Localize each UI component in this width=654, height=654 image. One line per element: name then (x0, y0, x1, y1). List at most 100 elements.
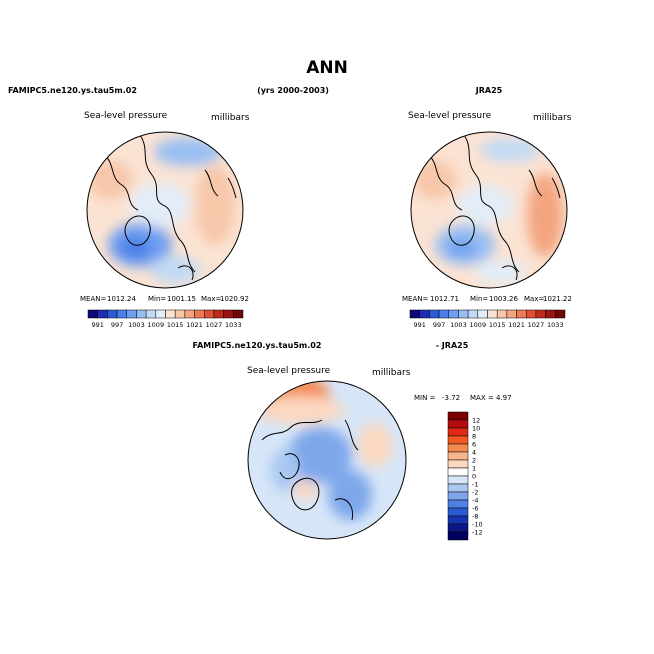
panel1-colorbar-box (136, 309, 147, 319)
panel2-units-label: millibars (533, 113, 572, 123)
panel1-colorbar-box (107, 309, 118, 319)
panel1-field-label: Sea-level pressure (84, 111, 168, 121)
panel2-colorbar-box (526, 309, 537, 319)
panel1-colorbar-tick-label: 991 (91, 321, 103, 329)
panel3-map (248, 381, 406, 539)
panel3-units-label: millibars (372, 368, 411, 378)
panel2-colorbar-box (487, 309, 498, 319)
panel1-mean-label: MEAN= (80, 295, 106, 303)
panel2-colorbar-box (438, 309, 449, 319)
panel1-colorbar-tick-label: 1027 (206, 321, 223, 329)
panel3-colorbar-box (447, 419, 469, 429)
panel1-region-azores-high (195, 165, 235, 245)
panel3-min-label: MIN = (414, 394, 436, 402)
panel3-colorbar-tick-label: 12 (472, 417, 480, 425)
panel1-colorbar-box (97, 309, 108, 319)
panel2-colorbar-box (429, 309, 440, 319)
panel2-colorbar-tick-label: 997 (433, 321, 445, 329)
panel3-colorbar-box (447, 443, 469, 453)
panel1-colorbar: 991 997 1003 1009 1015 1021 1027 1033 (87, 309, 244, 329)
panel1-colorbar-box (87, 309, 98, 319)
panel1-max-label: Max= (201, 295, 221, 303)
panel2-colorbar-tick-label: 1015 (489, 321, 506, 329)
panel1-colorbar-box (223, 309, 234, 319)
panel3-colorbar-tick-label: -2 (472, 489, 478, 497)
panel1-min-label: Min= (148, 295, 166, 303)
panel1-colorbar-box (233, 309, 244, 319)
panel3-colorbar-box (447, 451, 469, 461)
panel2-colorbar-box (448, 309, 459, 319)
panel3-region-greenland-positive (293, 480, 317, 500)
panel3-colorbar-tick-label: -10 (472, 521, 483, 529)
panel2-region-north-pacific-low (480, 138, 540, 162)
panel2-colorbar-box (458, 309, 469, 319)
panel2-region-icelandic-core (447, 239, 477, 257)
panel2-colorbar-box (496, 309, 508, 319)
panel1-mean-value: 1012.24 (107, 295, 136, 303)
panel3-map-outline (247, 380, 407, 540)
panel3-region-europe-negative (271, 448, 299, 492)
panel3-colorbar-tick-label: -12 (472, 529, 483, 537)
panel3-colorbar-tick-label: 0 (472, 473, 476, 481)
panel1-units-label: millibars (211, 113, 250, 123)
panel1-colorbar-tick-label: 1033 (225, 321, 242, 329)
panel3-region-siberia-positive (357, 423, 393, 467)
panel1-max-value: 1020.92 (220, 295, 249, 303)
panel3-colorbar-tick-label: -8 (472, 513, 478, 521)
panel1-colorbar-box (116, 309, 127, 319)
panel2-colorbar-box (419, 309, 430, 319)
panel3-colorbar-box (447, 483, 469, 493)
panel2-coastlines (428, 134, 561, 281)
panel1-colorbar-tick-label: 1009 (148, 321, 165, 329)
panel2-colorbar-box (545, 309, 556, 319)
panel2-mean-label: MEAN= (402, 295, 428, 303)
panel2-case-label: JRA25 (475, 86, 503, 95)
panel2-colorbar: 991 997 1003 1009 1015 1021 1027 1033 (409, 309, 566, 329)
panel1-colorbar-box (174, 309, 186, 319)
panel3-colorbar-tick-label: 6 (472, 441, 476, 449)
panel2-colorbar-box (477, 309, 488, 319)
panel3-colorbar-box (447, 435, 469, 445)
panel1-colorbar-tick-label: 1021 (186, 321, 203, 329)
panel1-coastlines (104, 134, 237, 281)
panel1-years-label: (yrs 2000-2003) (257, 86, 329, 95)
panel3-colorbar-tick-label: 8 (472, 433, 476, 441)
panel3-region-north-pacific-edge (255, 396, 345, 424)
panel3-colorbar-box (447, 491, 469, 501)
panel1-colorbar-box (213, 309, 224, 319)
panel2-colorbar-box (467, 309, 479, 319)
panel1-colorbar-tick-label: 997 (111, 321, 123, 329)
panel2-colorbar-tick-label: 1009 (470, 321, 487, 329)
panel2-region-europe (475, 260, 525, 284)
panel3-colorbar-box (447, 507, 469, 517)
panel3-colorbar-tick-label: -1 (472, 481, 478, 489)
panel2-min-value: 1003.26 (489, 295, 518, 303)
panel1-min-value: 1001.15 (167, 295, 196, 303)
panel1-colorbar-box (126, 309, 137, 319)
panel2-region-siberian-high (413, 160, 457, 200)
panel3-colorbar-tick-label: 10 (472, 425, 480, 433)
panel3-min-value: -3.72 (442, 394, 460, 402)
panel1-region-arctic-ocean (130, 183, 190, 227)
panel1-colorbar-box (165, 309, 176, 319)
panel2-colorbar-box (409, 309, 420, 319)
panel3-colorbar-box (447, 427, 469, 437)
panel3-max-label: MAX = (470, 394, 494, 402)
panel3-diff-label: - JRA25 (436, 341, 469, 350)
panel2-colorbar-tick-label: 1003 (450, 321, 467, 329)
panel3-colorbar-box (447, 499, 469, 509)
panel3-colorbar-tick-label: 2 (472, 457, 476, 465)
panel1-region-europe (150, 256, 200, 284)
panel1-region-north-pacific-low (154, 138, 222, 166)
panel2-region-azores-high (527, 173, 563, 257)
panel2-colorbar-tick-label: 991 (413, 321, 425, 329)
panel-difference: FAMIPC5.ne120.ys.tau5m.02 - JRA25 Sea-le… (193, 341, 512, 541)
panel2-min-label: Min= (470, 295, 488, 303)
panel1-region-siberian-high (88, 160, 132, 200)
panel3-region-atlantic-negative (328, 470, 372, 520)
panel1-case-label: FAMIPC5.ne120.ys.tau5m.02 (8, 86, 137, 95)
panel2-mean-value: 1012.71 (430, 295, 459, 303)
panel1-colorbar-tick-label: 1015 (167, 321, 184, 329)
panel2-field-label: Sea-level pressure (408, 111, 492, 121)
